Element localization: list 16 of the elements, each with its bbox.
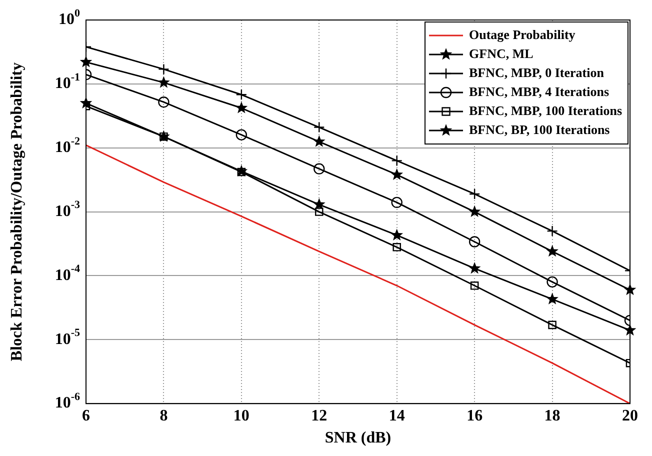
legend-label: BFNC, MBP, 4 Iterations <box>469 84 610 99</box>
legend-label: Outage Probability <box>469 26 576 42</box>
y-axis-title: Block Error Probability/Outage Probability <box>8 62 26 362</box>
x-tick-label: 10 <box>233 407 250 424</box>
x-tick-label: 8 <box>160 407 168 424</box>
x-axis-title: SNR (dB) <box>324 430 392 447</box>
legend-label: BFNC, MBP, 100 Iterations <box>469 102 622 118</box>
x-tick-label: 12 <box>311 407 328 424</box>
x-tick-label: 18 <box>544 407 560 424</box>
x-tick-label: 14 <box>388 407 405 424</box>
x-tick-label: 20 <box>622 407 638 424</box>
x-tick-label: 16 <box>466 407 483 424</box>
x-tick-label: 6 <box>82 407 90 424</box>
legend-label: BFNC, BP, 100 Iterations <box>469 122 610 137</box>
legend-label: BFNC, MBP, 0 Iteration <box>469 64 605 80</box>
legend-label: GFNC, ML <box>469 46 534 61</box>
